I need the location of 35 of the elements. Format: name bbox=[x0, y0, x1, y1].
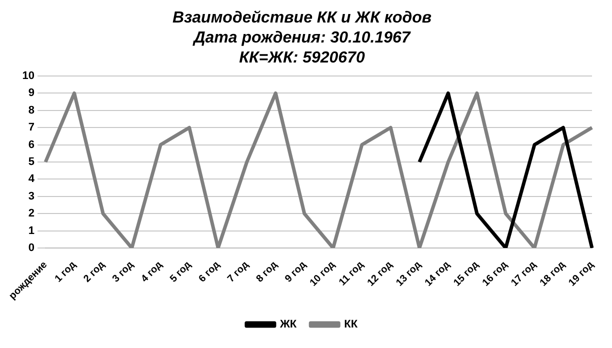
x-tick-label: 8 год bbox=[254, 259, 280, 285]
y-tick-label: 8 bbox=[28, 104, 35, 116]
chart-subtitle: Дата рождения: 30.10.1967 bbox=[192, 29, 412, 46]
y-tick-label: 6 bbox=[28, 138, 35, 151]
x-tick-label: 14 год bbox=[423, 259, 453, 289]
x-tick-label: 9 год bbox=[283, 259, 309, 285]
x-tick-label: 4 год bbox=[139, 259, 166, 285]
x-tick-label: 19 год bbox=[566, 259, 597, 289]
y-tick-label: 0 bbox=[28, 242, 35, 254]
y-tick-label: 9 bbox=[28, 87, 35, 100]
y-tick-label: 7 bbox=[28, 122, 35, 134]
x-tick-label: 13 год bbox=[394, 259, 424, 289]
y-tick-label: 4 bbox=[28, 173, 36, 186]
x-tick-label: 15 год bbox=[452, 259, 482, 289]
legend-label: КК bbox=[344, 318, 358, 331]
y-tick-label: 2 bbox=[28, 208, 35, 220]
x-tick-label: 1 год bbox=[53, 259, 79, 285]
x-tick-label: 16 год bbox=[480, 259, 510, 289]
x-tick-label: 3 год bbox=[110, 259, 136, 285]
chart-title: Взаимодействие КК и ЖК кодов bbox=[172, 9, 432, 26]
x-tick-label: 2 год bbox=[82, 259, 108, 285]
x-tick-label: 12 год bbox=[366, 259, 396, 289]
y-tick-label: 5 bbox=[28, 156, 35, 168]
x-tick-label: 5 год bbox=[168, 259, 194, 285]
legend-label: ЖК bbox=[278, 318, 297, 331]
x-tick-label: 6 год bbox=[196, 259, 223, 285]
y-tick-label: 1 bbox=[28, 224, 35, 237]
x-tick-label: 11 год bbox=[337, 259, 366, 288]
text: КК=ЖК: 5920670 bbox=[239, 49, 365, 66]
x-tick-label: 17 год bbox=[509, 259, 539, 289]
x-tick-label: 18 год bbox=[538, 259, 568, 289]
x-tick-label: 10 год bbox=[308, 259, 338, 289]
x-tick-label: 7 год bbox=[226, 259, 252, 285]
y-tick-label: 10 bbox=[22, 70, 35, 82]
y-tick-label: 3 bbox=[28, 190, 35, 202]
